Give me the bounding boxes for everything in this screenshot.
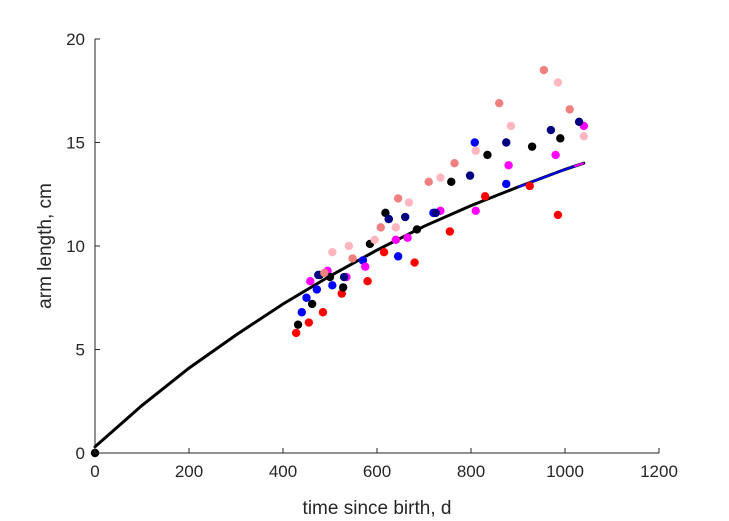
data-point — [465, 171, 475, 180]
data-point — [348, 254, 357, 263]
data-point — [384, 214, 393, 224]
data-point — [291, 328, 301, 338]
data-point — [393, 252, 403, 261]
data-point — [302, 293, 311, 302]
data-point — [445, 227, 455, 236]
data-point — [551, 150, 560, 160]
data-point — [525, 181, 534, 191]
data-point — [553, 210, 563, 220]
data-point — [556, 134, 565, 143]
data-point — [328, 281, 337, 290]
data-point — [471, 146, 480, 155]
data-point — [403, 233, 412, 242]
data-point — [393, 194, 403, 203]
x-tick-layer: 0 200 400 600 800 1000 1200 — [90, 448, 678, 481]
data-point — [546, 125, 556, 135]
data-point — [318, 308, 328, 317]
data-point — [339, 272, 349, 282]
data-point — [447, 177, 456, 187]
y-tick-label: 5 — [76, 341, 85, 360]
x-tick-label: 400 — [269, 462, 297, 481]
data-point — [504, 161, 513, 170]
data-point — [574, 117, 584, 127]
y-tick-label: 15 — [66, 134, 85, 153]
data-point — [436, 173, 445, 182]
data-point — [376, 223, 385, 232]
data-point — [391, 235, 400, 244]
data-point — [361, 262, 370, 271]
data-point — [539, 65, 549, 75]
y-tick-layer: 0 5 10 15 20 — [66, 30, 100, 463]
data-point — [381, 208, 390, 218]
fit-curve-tail-magenta — [574, 162, 585, 168]
data-point — [495, 98, 504, 108]
y-axis-label: arm length, cm — [35, 183, 56, 309]
data-point — [401, 212, 410, 222]
data-point — [502, 179, 511, 189]
data-point — [527, 142, 537, 151]
data-point — [312, 285, 322, 294]
data-point — [480, 192, 490, 201]
data-point — [379, 248, 389, 257]
x-tick-label: 1200 — [640, 462, 678, 481]
data-point — [344, 241, 353, 251]
data-point — [424, 177, 433, 187]
data-point — [293, 320, 303, 329]
data-point — [470, 138, 479, 147]
x-tick-label: 800 — [457, 462, 485, 481]
data-point — [412, 225, 422, 234]
data-point — [320, 268, 329, 278]
data-point — [506, 121, 516, 131]
data-point — [338, 283, 348, 292]
data-point — [471, 206, 480, 216]
y-tick-label: 10 — [66, 237, 85, 256]
data-point — [304, 318, 314, 327]
x-tick-label: 200 — [175, 462, 203, 481]
data-point — [297, 308, 306, 317]
data-point — [391, 223, 400, 232]
data-point — [483, 150, 492, 160]
fit-curve-layer — [93, 161, 586, 449]
y-tick-label: 0 — [76, 444, 85, 463]
y-tick-label: 20 — [66, 30, 85, 49]
data-point — [328, 248, 337, 257]
x-tick-label: 1000 — [546, 462, 584, 481]
data-point — [553, 78, 563, 87]
x-axis-label: time since birth, d — [303, 498, 452, 519]
data-point — [307, 299, 317, 309]
data-point — [410, 258, 419, 267]
data-point — [431, 208, 440, 218]
x-tick-label: 600 — [363, 462, 391, 481]
data-point — [363, 276, 372, 286]
data-point — [306, 276, 315, 286]
data-point — [450, 159, 459, 168]
x-tick-label: 0 — [90, 462, 99, 481]
data-point — [404, 198, 414, 207]
data-point — [579, 132, 588, 141]
data-point — [565, 105, 574, 114]
data-points-layer — [90, 65, 588, 458]
data-point — [502, 138, 511, 147]
data-point — [370, 235, 379, 244]
